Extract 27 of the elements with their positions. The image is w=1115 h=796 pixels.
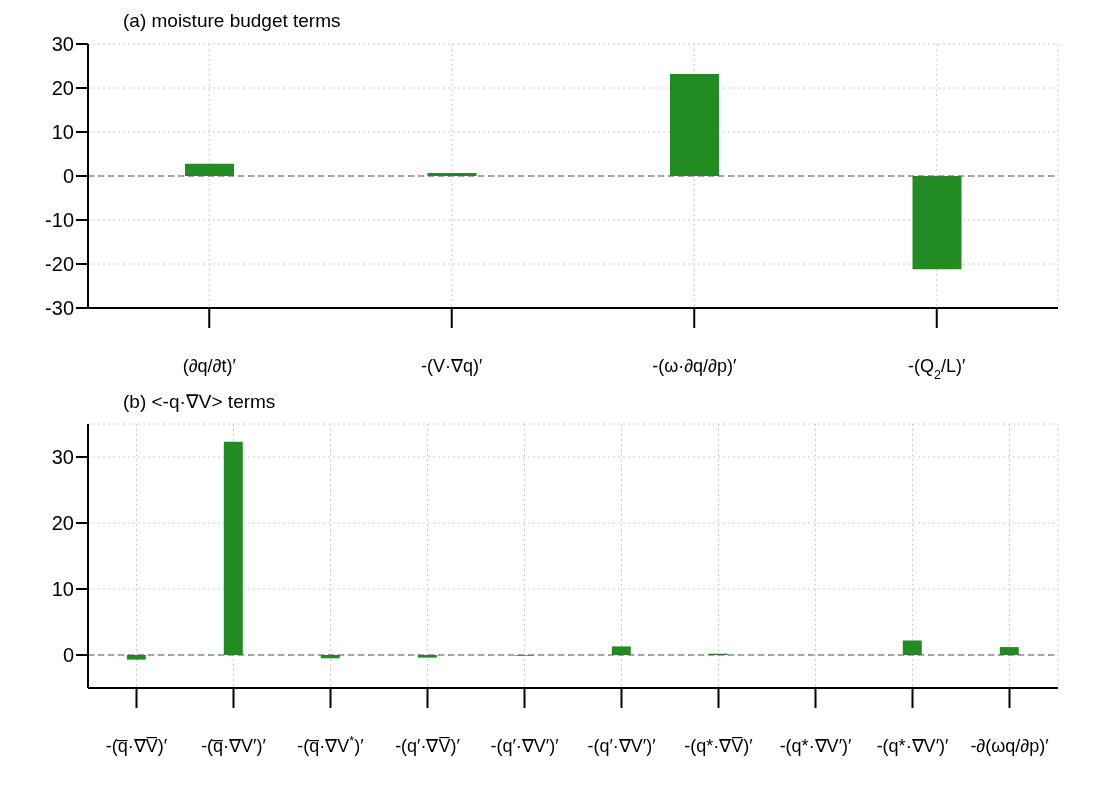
x-tick-label: -(q′·∇V̅)′ [395,736,461,756]
x-tick-label: -(q̅·∇V̅)′ [105,736,168,756]
x-tick-label: -(Q$_{2}$/L)′ [908,356,967,382]
chart-title: (a) moisture budget terms [123,10,341,32]
x-tick-label: -(q′·∇V′)′ [490,736,560,756]
y-tick-label: -20 [45,253,74,276]
y-tick-label: 30 [51,33,74,56]
y-tick-label: 10 [51,578,74,601]
y-tick-label: 20 [51,77,74,100]
y-tick-label: 30 [51,446,74,469]
y-tick-label: -10 [45,209,74,232]
chart-title: (b) <-q·∇V> terms [123,390,276,413]
y-tick-label: 10 [51,121,74,144]
x-tick-label: -(V·∇q)′ [421,356,484,376]
y-tick-label: 20 [51,512,74,535]
y-tick-label: 0 [62,644,74,667]
x-tick-label: -(q*·∇V′)′ [779,736,852,756]
x-tick-label: (∂q/∂t)′ [182,356,237,376]
x-tick-label: -(q*·∇V′)′ [876,736,949,756]
y-tick-label: 0 [62,165,74,188]
x-tick-label: -(q*·∇V̅)′ [684,736,754,756]
x-tick-label: -∂(ωq/∂p)′ [970,736,1050,756]
x-tick-label: -(q̅·∇V$^{*}$)′ [297,734,365,756]
x-tick-label: -(q′·∇V′)′ [587,736,657,756]
x-tick-label: -(ω·∂q/∂p)′ [652,356,737,376]
y-tick-label: -30 [45,297,74,320]
x-tick-label: -(q̅·∇V′)′ [201,736,267,756]
